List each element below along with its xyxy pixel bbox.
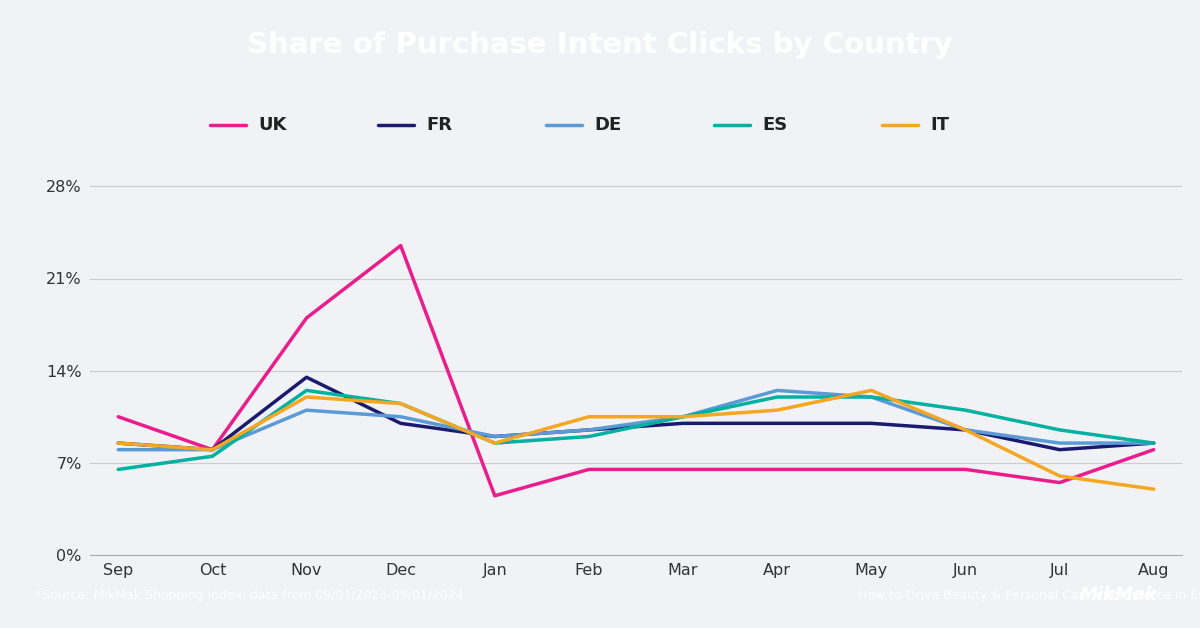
Text: How to Drive Beauty & Personal Care eCommerce in Europe: How to Drive Beauty & Personal Care eCom… (858, 589, 1200, 602)
Text: MikMak: MikMak (1080, 587, 1158, 605)
Text: DE: DE (594, 116, 622, 134)
Text: ES: ES (762, 116, 787, 134)
Text: FR: FR (426, 116, 452, 134)
Text: IT: IT (930, 116, 949, 134)
Text: UK: UK (258, 116, 287, 134)
Text: *Source: MikMak Shopping Index, data from 09/01/2023-09/01/2024: *Source: MikMak Shopping Index, data fro… (36, 589, 463, 602)
Text: Share of Purchase Intent Clicks by Country: Share of Purchase Intent Clicks by Count… (247, 31, 953, 59)
